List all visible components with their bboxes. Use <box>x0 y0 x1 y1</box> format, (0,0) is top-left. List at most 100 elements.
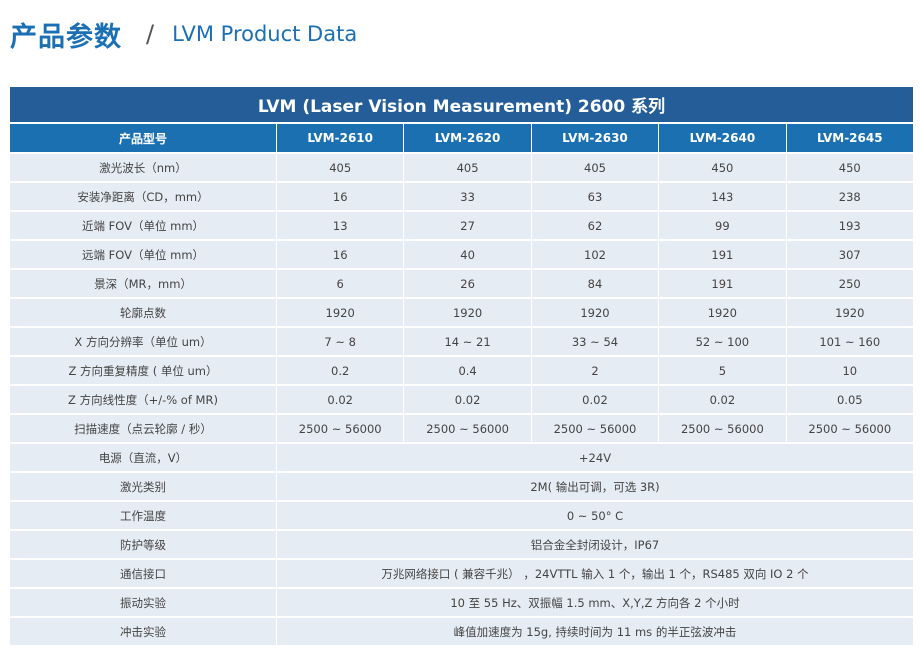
cell-value: 13 <box>277 212 404 241</box>
column-header-model: LVM-2620 <box>404 124 531 154</box>
column-header-model: LVM-2630 <box>531 124 659 154</box>
row-label: 扫描速度（点云轮廓 / 秒） <box>10 415 276 444</box>
page-header: 产品参数 / LVM Product Data <box>10 14 357 54</box>
cell-value: 2 <box>531 357 659 386</box>
cell-value: 63 <box>531 183 659 212</box>
table-row-merged: 冲击实验 峰值加速度为 15g, 持续时间为 11 ms 的半正弦波冲击 <box>10 618 913 647</box>
cell-value: 99 <box>659 212 786 241</box>
cell-value: 1920 <box>531 299 659 328</box>
table-row: 激光波长（nm） 405 405 405 450 450 <box>10 154 913 183</box>
table-row: Z 方向重复精度 ( 单位 um） 0.2 0.4 2 5 10 <box>10 357 913 386</box>
table-row-merged: 工作温度 0 ~ 50° C <box>10 502 913 531</box>
page-title-en: LVM Product Data <box>172 22 358 46</box>
cell-value: 405 <box>531 154 659 183</box>
merged-cell-value: 0 ~ 50° C <box>277 502 913 531</box>
table-row: 近端 FOV（单位 mm） 13 27 62 99 193 <box>10 212 913 241</box>
page-title-cn: 产品参数 <box>10 21 122 53</box>
cell-value: 143 <box>659 183 786 212</box>
cell-value: 7 ~ 8 <box>277 328 404 357</box>
cell-value: 307 <box>786 241 913 270</box>
row-label: 通信接口 <box>10 560 276 589</box>
cell-value: 62 <box>531 212 659 241</box>
merged-cell-value: 2M( 输出可调，可选 3R) <box>277 473 913 502</box>
cell-value: 84 <box>531 270 659 299</box>
cell-value: 16 <box>277 241 404 270</box>
table-row: X 方向分辨率（单位 um） 7 ~ 8 14 ~ 21 33 ~ 54 52 ~ 10… <box>10 328 913 357</box>
cell-value: 33 <box>404 183 531 212</box>
cell-value: 5 <box>659 357 786 386</box>
cell-value: 33 ~ 54 <box>531 328 659 357</box>
cell-value: 405 <box>277 154 404 183</box>
table-row: Z 方向线性度（+/-% of MR) 0.02 0.02 0.02 0.02 0.05 <box>10 386 913 415</box>
cell-value: 2500 ~ 56000 <box>786 415 913 444</box>
row-label: 近端 FOV（单位 mm） <box>10 212 276 241</box>
cell-value: 238 <box>786 183 913 212</box>
cell-value: 1920 <box>659 299 786 328</box>
table-row-merged: 电源（直流，V） +24V <box>10 444 913 473</box>
column-header-model: LVM-2610 <box>277 124 404 154</box>
cell-value: 0.2 <box>277 357 404 386</box>
cell-value: 27 <box>404 212 531 241</box>
column-header-label: 产品型号 <box>10 124 276 154</box>
merged-cell-value: 峰值加速度为 15g, 持续时间为 11 ms 的半正弦波冲击 <box>277 618 913 647</box>
cell-value: 193 <box>786 212 913 241</box>
cell-value: 0.4 <box>404 357 531 386</box>
cell-value: 2500 ~ 56000 <box>659 415 786 444</box>
merged-cell-value: 万兆网络接口 ( 兼容千兆） ，24VTTL 输入 1 个，输出 1 个，RS4… <box>277 560 913 589</box>
cell-value: 0.02 <box>531 386 659 415</box>
table-row-merged: 振动实验 10 至 55 Hz、双振幅 1.5 mm、X,Y,Z 方向各 2 个小… <box>10 589 913 618</box>
table-row-merged: 激光类别 2M( 输出可调，可选 3R) <box>10 473 913 502</box>
row-label: X 方向分辨率（单位 um） <box>10 328 276 357</box>
cell-value: 450 <box>786 154 913 183</box>
spec-table: LVM (Laser Vision Measurement) 2600 系列 产… <box>10 87 913 647</box>
row-label: 远端 FOV（单位 mm） <box>10 241 276 270</box>
cell-value: 102 <box>531 241 659 270</box>
merged-cell-value: +24V <box>277 444 913 473</box>
table-row: 安装净距离（CD，mm） 16 33 63 143 238 <box>10 183 913 212</box>
merged-cell-value: 10 至 55 Hz、双振幅 1.5 mm、X,Y,Z 方向各 2 个小时 <box>277 589 913 618</box>
cell-value: 10 <box>786 357 913 386</box>
table-row: 扫描速度（点云轮廓 / 秒） 2500 ~ 56000 2500 ~ 56000 25… <box>10 415 913 444</box>
cell-value: 0.02 <box>404 386 531 415</box>
column-header-model: LVM-2640 <box>659 124 786 154</box>
merged-cell-value: 铝合金全封闭设计，IP67 <box>277 531 913 560</box>
cell-value: 2500 ~ 56000 <box>277 415 404 444</box>
cell-value: 26 <box>404 270 531 299</box>
row-label: 激光波长（nm） <box>10 154 276 183</box>
row-label: 安装净距离（CD，mm） <box>10 183 276 212</box>
cell-value: 101 ~ 160 <box>786 328 913 357</box>
title-separator: / <box>146 20 155 48</box>
cell-value: 16 <box>277 183 404 212</box>
table-title: LVM (Laser Vision Measurement) 2600 系列 <box>10 87 913 122</box>
row-label: 电源（直流，V） <box>10 444 276 473</box>
cell-value: 52 ~ 100 <box>659 328 786 357</box>
table-header-row: 产品型号 LVM-2610 LVM-2620 LVM-2630 LVM-2640 LVM-… <box>10 124 913 154</box>
row-label: 激光类别 <box>10 473 276 502</box>
table-row-merged: 通信接口 万兆网络接口 ( 兼容千兆） ，24VTTL 输入 1 个，输出 1 个… <box>10 560 913 589</box>
cell-value: 6 <box>277 270 404 299</box>
cell-value: 2500 ~ 56000 <box>404 415 531 444</box>
cell-value: 2500 ~ 56000 <box>531 415 659 444</box>
cell-value: 0.05 <box>786 386 913 415</box>
cell-value: 1920 <box>404 299 531 328</box>
row-label: 冲击实验 <box>10 618 276 647</box>
cell-value: 250 <box>786 270 913 299</box>
row-label: 防护等级 <box>10 531 276 560</box>
cell-value: 1920 <box>786 299 913 328</box>
cell-value: 405 <box>404 154 531 183</box>
row-label: 振动实验 <box>10 589 276 618</box>
row-label: 景深（MR，mm） <box>10 270 276 299</box>
table-row: 轮廓点数 1920 1920 1920 1920 1920 <box>10 299 913 328</box>
table-row: 远端 FOV（单位 mm） 16 40 102 191 307 <box>10 241 913 270</box>
row-label: 轮廓点数 <box>10 299 276 328</box>
cell-value: 191 <box>659 270 786 299</box>
cell-value: 450 <box>659 154 786 183</box>
cell-value: 1920 <box>277 299 404 328</box>
table-row-merged: 防护等级 铝合金全封闭设计，IP67 <box>10 531 913 560</box>
cell-value: 40 <box>404 241 531 270</box>
cell-value: 0.02 <box>277 386 404 415</box>
row-label: 工作温度 <box>10 502 276 531</box>
column-header-model: LVM-2645 <box>786 124 913 154</box>
cell-value: 14 ~ 21 <box>404 328 531 357</box>
cell-value: 191 <box>659 241 786 270</box>
